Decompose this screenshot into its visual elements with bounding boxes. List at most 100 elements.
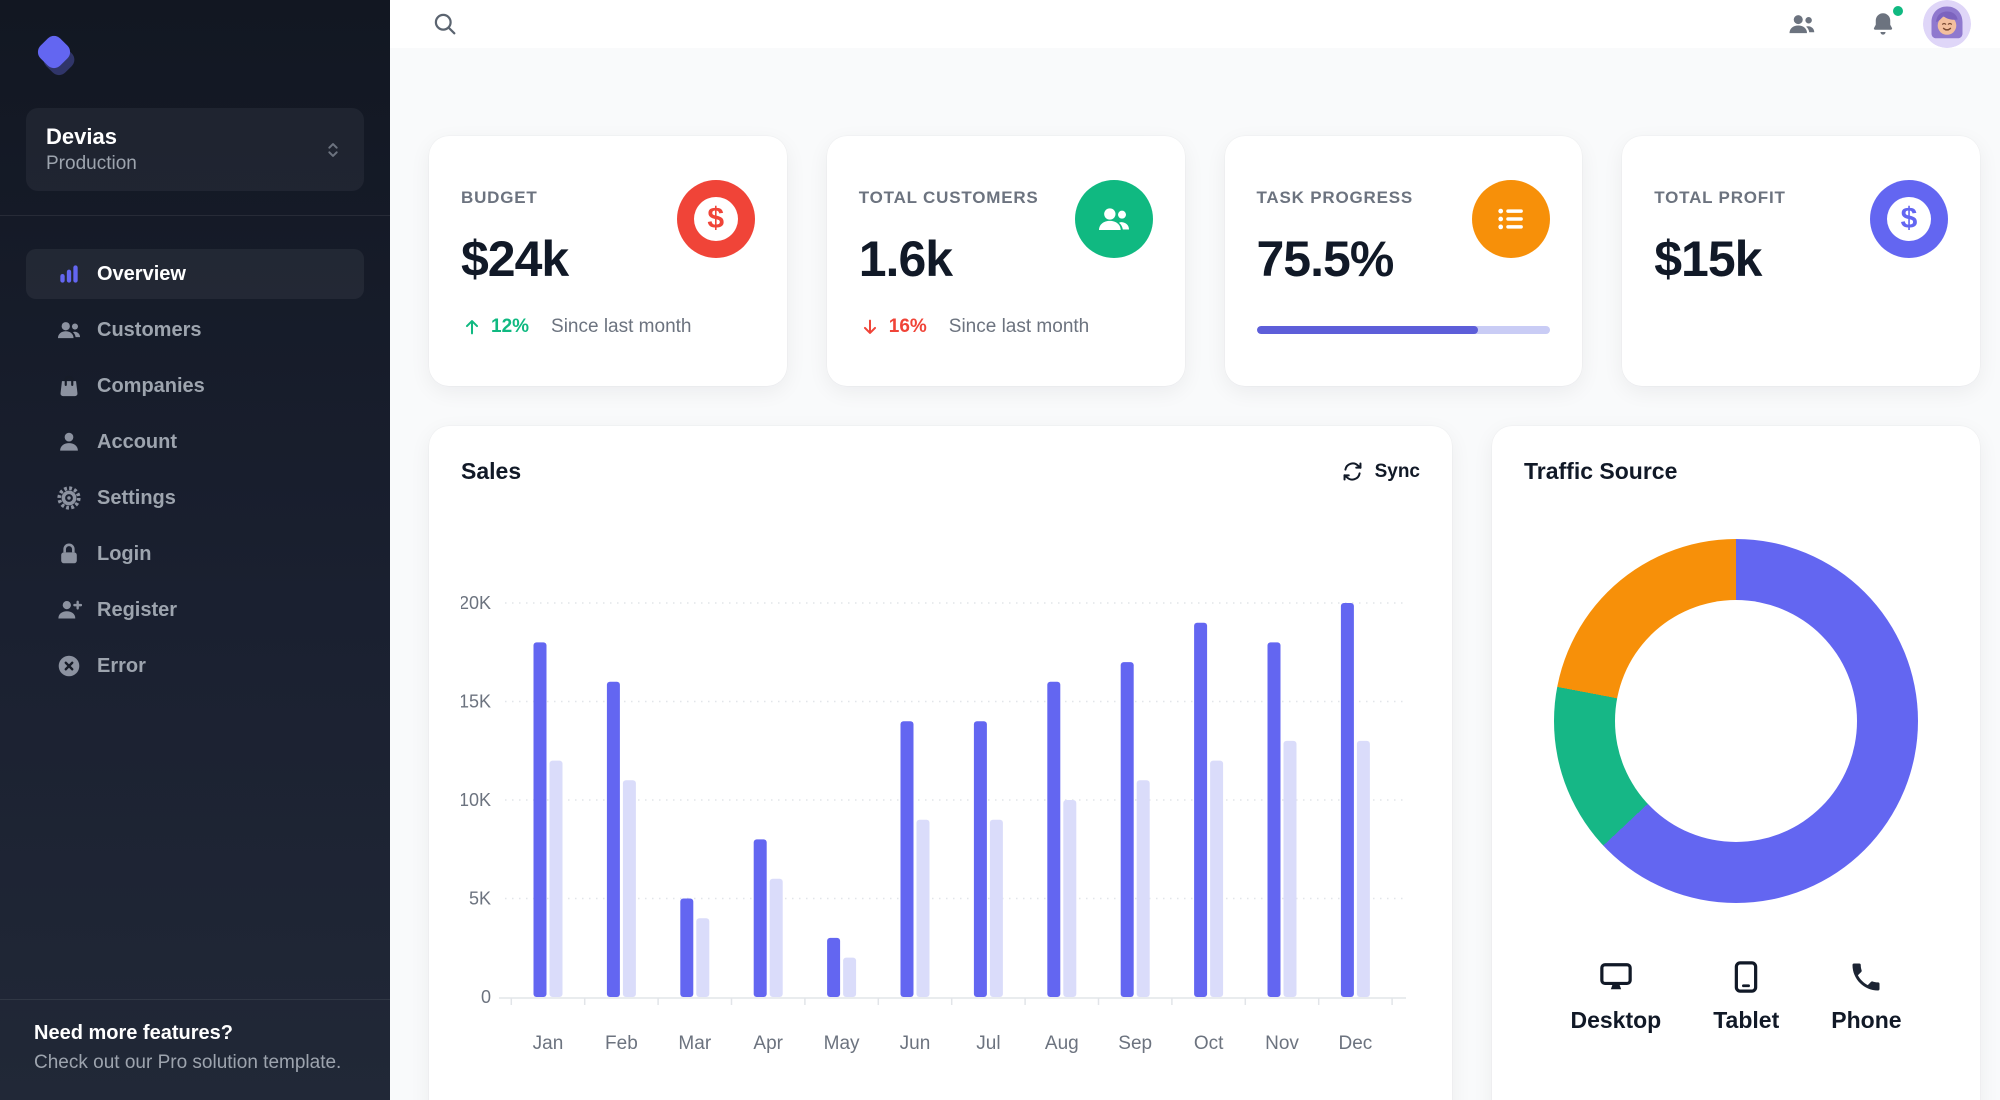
legend-label: Tablet: [1713, 1007, 1780, 1033]
total-customers-card: TOTAL CUSTOMERS 1.6k: [826, 136, 1185, 386]
svg-text:0: 0: [481, 987, 491, 1007]
svg-text:Sep: Sep: [1118, 1033, 1152, 1054]
currency-dollar-icon: $: [676, 180, 755, 258]
sidebar-item-settings[interactable]: Settings: [26, 473, 364, 523]
sales-card: Sales Sync 0 5K 10K 15K 20K Jan Feb Mar Apr May Ju…: [429, 426, 1452, 1100]
traffic-donut-chart: [1554, 539, 1918, 903]
sidebar-item-label: Error: [97, 654, 146, 677]
user-plus-icon: [56, 597, 82, 623]
task-progress-card: TASK PROGRESS 75.5%: [1224, 136, 1583, 386]
search-icon: [434, 13, 456, 35]
stats-row: BUDGET $24k $ 12% Since last month: [429, 136, 1980, 386]
svg-text:Feb: Feb: [605, 1033, 638, 1054]
budget-card: BUDGET $24k $ 12% Since last month: [429, 136, 787, 386]
traffic-legend: Desktop Tablet: [1524, 959, 1948, 1034]
sidebar-item-overview[interactable]: Overview: [26, 249, 364, 299]
promo-title: Need more features?: [34, 1022, 233, 1044]
page-content: BUDGET $24k $ 12% Since last month: [390, 48, 2000, 1100]
topbar: [390, 0, 2000, 48]
sales-bar-chart: 0 5K 10K 15K 20K Jan Feb Mar Apr May Jun Jul Aug Sep O…: [461, 509, 1420, 1057]
sidebar-divider: [0, 215, 390, 216]
unfold-chevrons-icon: [322, 139, 344, 161]
legend-label: Phone: [1831, 1007, 1902, 1033]
notifications-button[interactable]: [1865, 4, 1905, 42]
sidebar-item-label: Login: [97, 542, 152, 565]
svg-text:5K: 5K: [469, 889, 491, 909]
task-progress-bar: [1256, 326, 1551, 334]
sidebar-item-label: Customers: [97, 318, 202, 341]
user-icon: [56, 429, 82, 455]
legend-item-desktop: Desktop: [1570, 959, 1661, 1034]
users-icon: [1074, 180, 1153, 258]
sales-title: Sales: [461, 458, 522, 484]
sync-label: Sync: [1374, 460, 1420, 482]
stat-value: 1.6k: [858, 231, 953, 287]
sync-arrows-icon: [1343, 462, 1362, 481]
svg-text:Oct: Oct: [1194, 1033, 1224, 1054]
svg-text:Jan: Jan: [533, 1033, 564, 1054]
traffic-source-card: Traffic Source Desktop: [1492, 426, 1980, 1100]
workspace-name: Devias: [46, 124, 117, 149]
bell-icon: [1873, 13, 1893, 35]
sidebar: Devias Production Overview: [0, 0, 390, 1100]
list-bullets-icon: [1472, 180, 1551, 258]
trend-percent: 12%: [491, 316, 530, 337]
svg-text:10K: 10K: [461, 790, 491, 810]
devias-logo-icon[interactable]: [32, 30, 80, 78]
workspace-selector[interactable]: Devias Production: [26, 108, 364, 191]
svg-text:15K: 15K: [461, 692, 491, 712]
sync-button[interactable]: Sync: [1341, 460, 1420, 483]
sidebar-item-label: Overview: [97, 262, 186, 285]
traffic-title: Traffic Source: [1524, 458, 1678, 484]
sidebar-item-account[interactable]: Account: [26, 417, 364, 467]
legend-label: Desktop: [1570, 1007, 1662, 1033]
sidebar-item-label: Companies: [97, 374, 205, 397]
sidebar-item-customers[interactable]: Customers: [26, 305, 364, 355]
lock-icon: [56, 541, 82, 567]
legend-item-phone: Phone: [1831, 959, 1902, 1034]
sidebar-footer: Need more features? Check out our Pro so…: [0, 999, 390, 1100]
users-icon: [1789, 15, 1815, 34]
svg-text:Nov: Nov: [1265, 1033, 1299, 1054]
trend-caption: Since last month: [551, 316, 692, 337]
sidebar-item-label: Account: [97, 430, 177, 453]
sidebar-item-label: Settings: [97, 486, 176, 509]
phone-icon: [1852, 963, 1880, 991]
sidebar-item-label: Register: [97, 598, 178, 621]
sidebar-item-companies[interactable]: Companies: [26, 361, 364, 411]
stat-label: TASK PROGRESS: [1256, 188, 1413, 207]
avatar-image: [1923, 0, 1971, 48]
legend-item-tablet: Tablet: [1713, 959, 1779, 1034]
avatar[interactable]: [1923, 0, 1971, 48]
charts-row: Sales Sync 0 5K 10K 15K 20K Jan Feb Mar Apr May Ju…: [429, 426, 1980, 1100]
workspace-environment: Production: [46, 153, 137, 174]
sidebar-nav: Overview Customers Compa: [26, 249, 364, 691]
notification-dot: [1891, 4, 1905, 18]
x-circle-icon: [56, 653, 82, 679]
task-progress-fill: [1256, 326, 1479, 334]
stat-value: $24k: [461, 231, 569, 287]
stat-label: TOTAL CUSTOMERS: [858, 188, 1039, 207]
svg-text:Jul: Jul: [976, 1033, 1000, 1054]
promo-subtitle: Check out our Pro solution template.: [34, 1052, 342, 1073]
svg-text:Apr: Apr: [753, 1033, 783, 1054]
search-button[interactable]: [427, 6, 463, 42]
sidebar-item-register[interactable]: Register: [26, 585, 364, 635]
svg-text:May: May: [824, 1033, 860, 1054]
svg-text:Jun: Jun: [900, 1033, 931, 1054]
users-icon: [56, 317, 82, 343]
sidebar-item-error[interactable]: Error: [26, 641, 364, 691]
trend-percent: 16%: [888, 316, 927, 337]
arrow-up-icon: [465, 320, 479, 335]
svg-text:20K: 20K: [461, 593, 491, 613]
stat-label: BUDGET: [461, 188, 538, 207]
main-area: BUDGET $24k $ 12% Since last month: [390, 0, 2000, 1100]
sidebar-divider: [0, 999, 390, 1000]
stat-value: $15k: [1654, 231, 1762, 287]
gear-icon: [56, 485, 82, 511]
svg-text:Dec: Dec: [1339, 1033, 1373, 1054]
sidebar-item-login[interactable]: Login: [26, 529, 364, 579]
contacts-button[interactable]: [1783, 5, 1821, 43]
trend-caption: Since last month: [948, 316, 1090, 337]
